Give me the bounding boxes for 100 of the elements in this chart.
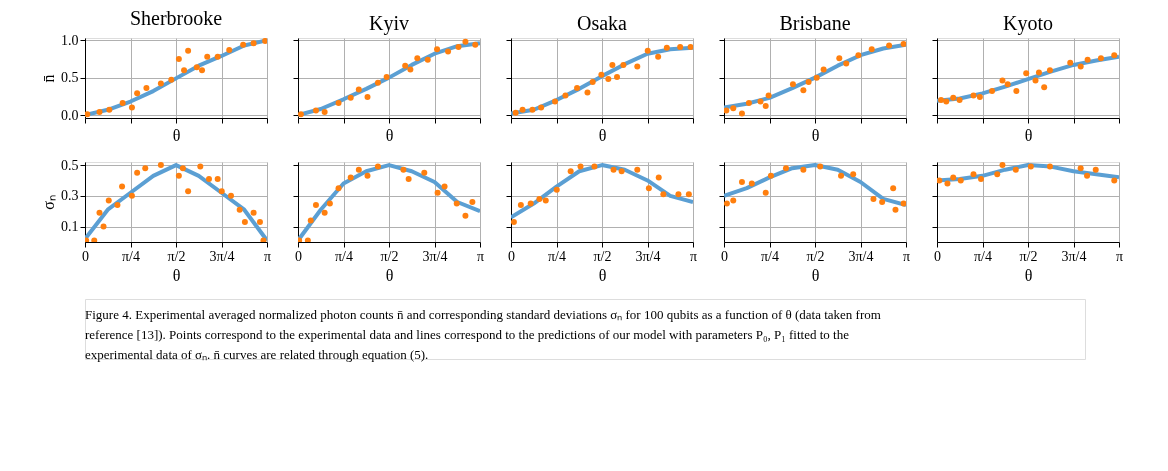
x-tick-label: π: [1115, 248, 1124, 264]
x-axis-title: θ: [598, 127, 607, 144]
point: [1084, 56, 1091, 63]
point: [813, 74, 820, 81]
point: [517, 202, 524, 209]
point: [260, 237, 267, 242]
point: [855, 52, 862, 59]
point: [405, 175, 412, 182]
point: [364, 172, 371, 179]
x-axis-title: θ: [598, 266, 607, 284]
y-tick-label: 0.1: [61, 219, 79, 235]
x-axis-title: θ: [385, 127, 394, 144]
x-tick-label: π/4: [122, 248, 140, 264]
point: [214, 175, 221, 182]
x-tick-label: 3π/4: [209, 248, 235, 264]
point: [519, 106, 526, 113]
point: [892, 206, 899, 213]
point: [134, 90, 141, 97]
point: [347, 94, 354, 101]
point: [421, 169, 428, 176]
point: [956, 97, 963, 104]
point: [900, 40, 906, 47]
chart-title: Osaka: [577, 12, 628, 34]
chart-title: Kyiv: [369, 12, 409, 35]
x-tick-label: π: [263, 248, 272, 264]
x-tick-label: 3π/4: [635, 248, 661, 264]
point: [762, 103, 769, 110]
point: [1111, 177, 1118, 184]
point: [645, 185, 652, 192]
point: [312, 202, 319, 209]
point: [978, 175, 985, 182]
point: [890, 185, 897, 192]
point: [1012, 166, 1019, 173]
point: [1041, 84, 1048, 91]
point: [298, 111, 304, 118]
point: [1027, 163, 1034, 170]
point: [820, 66, 827, 73]
x-tick-label: π/2: [380, 248, 399, 264]
point: [655, 53, 662, 60]
point: [577, 163, 584, 170]
point: [1077, 63, 1084, 70]
point: [663, 44, 670, 51]
point: [455, 43, 462, 50]
y-tick-label: 0.5: [61, 157, 79, 173]
point: [757, 98, 764, 105]
point: [134, 169, 141, 176]
x-tick-label: 0: [934, 248, 941, 264]
point: [782, 165, 789, 172]
point: [335, 100, 342, 107]
point: [999, 77, 1006, 84]
caption: Figure 4. Experimental averaged normalized photon counts n̄ and corresponding standard deviations σₙ for 100 qubits as a function of θ (data taken from reference [13]). Points correspond to the experimental data and lines correspond to the predictions of our model with parameters P₀, P₁ fitted to the experimental data of σₙ. n̄ curves are related through equation (5).: [85, 307, 881, 362]
point: [1084, 172, 1091, 179]
point: [168, 76, 175, 83]
point: [886, 42, 893, 49]
x-tick-label: π/2: [1019, 248, 1038, 264]
x-axis-title: θ: [385, 266, 394, 284]
point: [157, 80, 164, 87]
point: [441, 183, 448, 190]
point: [1004, 81, 1011, 88]
point: [402, 62, 409, 69]
point: [976, 94, 983, 101]
point: [800, 166, 807, 173]
x-axis-title: θ: [811, 266, 820, 284]
point: [609, 61, 616, 68]
point: [400, 166, 407, 173]
point: [542, 197, 549, 204]
x-tick-label: 0: [508, 248, 515, 264]
point: [91, 237, 98, 242]
point: [765, 92, 772, 99]
x-tick-label: π/4: [548, 248, 566, 264]
point: [179, 165, 186, 172]
x-tick-label: π/2: [167, 248, 186, 264]
point: [724, 107, 730, 114]
point: [937, 177, 943, 184]
x-tick-label: 0: [295, 248, 302, 264]
point: [552, 98, 559, 105]
point: [347, 174, 354, 181]
point: [868, 46, 875, 53]
x-tick-label: π: [902, 248, 911, 264]
point: [204, 53, 211, 60]
point: [181, 67, 188, 74]
point: [687, 43, 693, 50]
point: [96, 109, 103, 116]
point: [762, 189, 769, 196]
point: [738, 110, 745, 117]
point: [143, 85, 150, 92]
point: [1067, 59, 1074, 66]
point: [598, 71, 605, 78]
point: [748, 180, 755, 187]
point: [119, 100, 126, 107]
x-tick-label: π: [689, 248, 698, 264]
point: [511, 219, 517, 225]
point: [453, 200, 460, 207]
point: [250, 209, 257, 216]
chart-title: Kyoto: [1003, 12, 1053, 35]
point: [197, 163, 204, 170]
point: [738, 179, 745, 185]
point: [218, 188, 225, 195]
point: [950, 94, 957, 101]
point: [838, 172, 845, 179]
